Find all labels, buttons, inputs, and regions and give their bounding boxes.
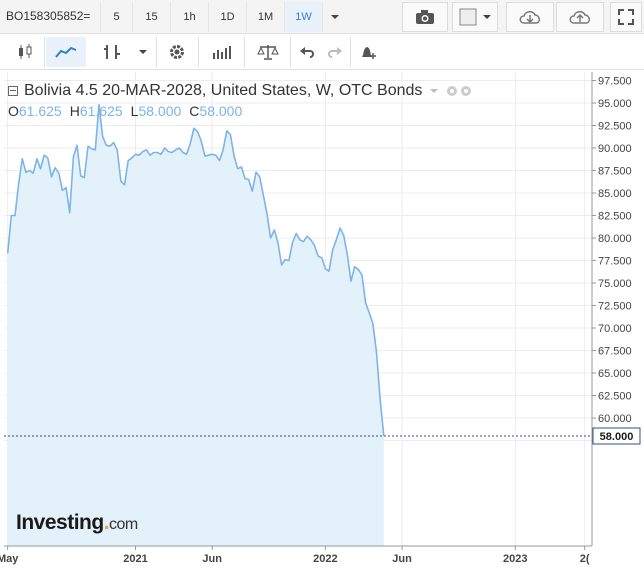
top-toolbar: BO158305852= 5 15 1h 1D 1M 1W: [0, 0, 644, 34]
camera-icon: [416, 10, 434, 24]
x-tick-label: 2023: [503, 553, 527, 565]
chevron-down-icon: [331, 15, 339, 19]
y-tick-label: 60.000: [598, 413, 632, 425]
y-tick-label: 85.000: [598, 188, 632, 200]
chart-toolbar: [0, 34, 644, 70]
settings-icon: [170, 45, 184, 59]
close-label: C: [189, 103, 200, 119]
low-value: 58.000: [138, 103, 182, 119]
cloud-download-icon: [519, 11, 540, 24]
price-chart[interactable]: 97.500 95.000 92.500 90.000 87.500 85.000 82.5…: [0, 70, 644, 569]
investing-logo: Investing.com: [16, 511, 138, 534]
chart-area[interactable]: 97.500 95.000 92.500 90.000 87.500 85.000 82.5…: [0, 70, 644, 569]
redo-button[interactable]: [322, 37, 348, 67]
y-tick-label: 97.500: [598, 76, 632, 88]
x-tick-label: May: [0, 553, 19, 565]
x-tick-label: 2(: [580, 553, 590, 565]
interval-1w[interactable]: 1W: [284, 2, 322, 32]
high-label: H: [69, 103, 80, 119]
candles-button[interactable]: [8, 37, 42, 67]
chevron-down-icon: [139, 50, 147, 54]
symbol-input[interactable]: BO158305852=: [6, 9, 91, 23]
indicators-button[interactable]: [202, 37, 242, 67]
y-tick-label: 77.500: [598, 256, 632, 268]
y-tick-label: 65.000: [598, 368, 632, 380]
y-tick-label: 62.500: [598, 391, 632, 403]
undo-icon: [300, 47, 314, 58]
x-tick-label: Jun: [202, 553, 222, 565]
fullscreen-icon: [618, 9, 634, 25]
low-label: L: [130, 103, 139, 119]
redo-icon: [328, 47, 342, 58]
interval-1d[interactable]: 1D: [208, 2, 246, 32]
cloud-upload-icon: [569, 11, 590, 24]
undo-button[interactable]: [294, 37, 320, 67]
toolbar-separator: [44, 37, 45, 67]
y-tick-label: 90.000: [598, 143, 632, 155]
alert-button[interactable]: [352, 37, 384, 67]
toolbar-separator: [244, 37, 245, 67]
color-box-icon: [459, 8, 491, 26]
fullscreen-button[interactable]: [610, 2, 642, 32]
y-tick-label: 87.500: [598, 166, 632, 178]
last-price-label: 58.000: [600, 431, 634, 443]
screenshot-button[interactable]: [402, 2, 448, 32]
interval-1h[interactable]: 1h: [170, 2, 208, 32]
interval-group: 5 15 1h 1D 1M 1W: [100, 2, 346, 32]
color-picker-button[interactable]: [452, 2, 498, 32]
open-label: O: [8, 103, 19, 119]
x-tick-label: 2021: [123, 553, 147, 565]
y-tick-label: 92.500: [598, 121, 632, 133]
area-chart-button[interactable]: [46, 37, 86, 67]
compare-icon: [257, 45, 279, 60]
ohlc-readout: O61.625 H61.625 L58.000 C58.000: [8, 103, 250, 119]
toolbar-separator: [156, 37, 157, 67]
settings-button[interactable]: [160, 37, 194, 67]
interval-dropdown[interactable]: [322, 2, 346, 32]
x-tick-label: 2022: [313, 553, 337, 565]
indicators-icon: [213, 46, 231, 59]
interval-1m[interactable]: 1M: [246, 2, 284, 32]
interval-15[interactable]: 15: [132, 2, 170, 32]
bars-button[interactable]: [92, 37, 132, 67]
legend-title-text: Bolivia 4.5 20-MAR-2028, United States, …: [24, 82, 423, 99]
load-button[interactable]: [506, 2, 554, 32]
last-price-badge: [592, 427, 641, 445]
collapse-icon[interactable]: [8, 86, 18, 96]
interval-5[interactable]: 5: [100, 2, 132, 32]
y-tick-label: 95.000: [598, 98, 632, 110]
candles-icon: [19, 44, 32, 59]
legend-title: Bolivia 4.5 20-MAR-2028, United States, …: [8, 82, 476, 100]
open-value: 61.625: [18, 103, 62, 119]
alert-icon: [362, 47, 376, 59]
close-value: 58.000: [199, 103, 243, 119]
toolbar-separator: [350, 37, 351, 67]
toolbar-separator: [290, 37, 291, 67]
chart-type-dropdown[interactable]: [132, 37, 154, 67]
y-tick-label: 72.500: [598, 301, 632, 313]
area-chart-icon: [55, 46, 77, 58]
high-value: 61.625: [79, 103, 123, 119]
x-tick-label: Jun: [392, 553, 412, 565]
bars-icon: [104, 45, 120, 59]
y-tick-label: 70.000: [598, 323, 632, 335]
y-tick-label: 75.000: [598, 278, 632, 290]
legend-controls: [430, 86, 472, 96]
y-tick-label: 67.500: [598, 346, 632, 358]
compare-button[interactable]: [248, 37, 288, 67]
save-button[interactable]: [556, 2, 604, 32]
y-tick-label: 80.000: [598, 233, 632, 245]
chevron-down-icon: [430, 89, 439, 93]
price-line: [6, 104, 385, 437]
y-tick-label: 82.500: [598, 211, 632, 223]
toolbar-separator: [198, 37, 199, 67]
